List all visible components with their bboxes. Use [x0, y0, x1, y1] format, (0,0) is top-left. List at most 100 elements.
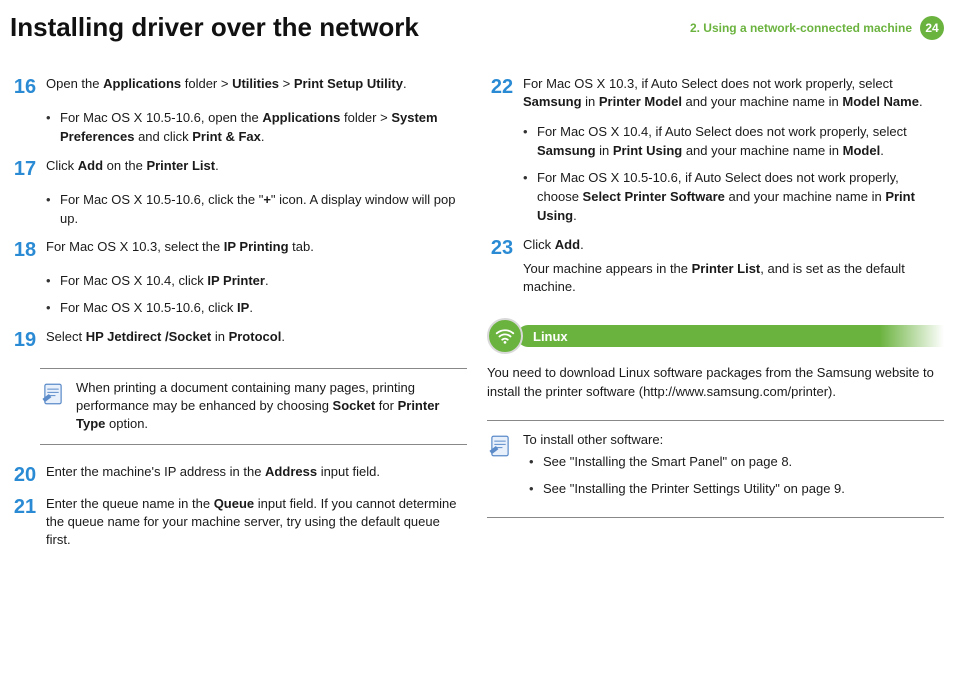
bold: Samsung — [523, 94, 582, 109]
bold: Queue — [214, 496, 254, 511]
text: For Mac OS X 10.3, select the — [46, 239, 224, 254]
step-18-sub: For Mac OS X 10.4, click IP Printer. For… — [40, 266, 467, 318]
bold: Print & Fax — [192, 129, 261, 144]
list-item: For Mac OS X 10.5-10.6, if Auto Select d… — [523, 169, 944, 226]
text: Select — [46, 329, 86, 344]
bold: Model Name — [842, 94, 919, 109]
bold: + — [263, 192, 271, 207]
text: Click — [523, 237, 555, 252]
bold: Address — [265, 464, 317, 479]
step-number: 23 — [487, 236, 517, 297]
step-number: 17 — [10, 157, 40, 179]
text: . — [215, 158, 219, 173]
step-body: For Mac OS X 10.3, if Auto Select does n… — [523, 75, 944, 111]
text: option. — [105, 416, 148, 431]
list-item: For Mac OS X 10.4, if Auto Select does n… — [523, 123, 944, 161]
section-header-linux: Linux — [487, 318, 944, 354]
bold: Applications — [103, 76, 181, 91]
list-item: For Mac OS X 10.4, click IP Printer. — [46, 272, 467, 291]
step-16-sub: For Mac OS X 10.5-10.6, open the Applica… — [40, 103, 467, 147]
note-box: When printing a document containing many… — [40, 368, 467, 445]
note-icon — [487, 433, 513, 459]
text: . — [261, 129, 265, 144]
text: in — [582, 94, 599, 109]
step-22-sub: For Mac OS X 10.4, if Auto Select does n… — [517, 117, 944, 225]
note-icon — [40, 381, 66, 407]
list-item: See "Installing the Printer Settings Uti… — [529, 480, 845, 499]
bold: Add — [78, 158, 103, 173]
step-body: Click Add on the Printer List. — [46, 157, 467, 179]
step-body: Click Add. Your machine appears in the P… — [523, 236, 944, 297]
step-number: 19 — [10, 328, 40, 350]
step-21: 21 Enter the queue name in the Queue inp… — [10, 495, 467, 550]
bold: Samsung — [537, 143, 596, 158]
note-box: To install other software: See "Installi… — [487, 420, 944, 518]
page-title: Installing driver over the network — [10, 12, 419, 43]
step-16: 16 Open the Applications folder > Utilit… — [10, 75, 467, 97]
step-18: 18 For Mac OS X 10.3, select the IP Prin… — [10, 238, 467, 260]
text: For Mac OS X 10.5-10.6, click — [60, 300, 237, 315]
text: For Mac OS X 10.4, click — [60, 273, 207, 288]
bold: IP Printing — [224, 239, 289, 254]
text: For Mac OS X 10.3, if Auto Select does n… — [523, 76, 893, 91]
step-number: 21 — [10, 495, 40, 550]
text: folder > — [340, 110, 391, 125]
text: for — [375, 398, 397, 413]
step-number: 22 — [487, 75, 517, 111]
list-item: For Mac OS X 10.5-10.6, click IP. — [46, 299, 467, 318]
bold: Printer Model — [599, 94, 682, 109]
list-item: See "Installing the Smart Panel" on page… — [529, 453, 845, 472]
note-text: When printing a document containing many… — [76, 379, 463, 434]
step-17-sub: For Mac OS X 10.5-10.6, click the "+" ic… — [40, 185, 467, 229]
text: in — [211, 329, 228, 344]
bold: Select Printer Software — [583, 189, 725, 204]
page-header: Installing driver over the network 2. Us… — [0, 0, 954, 57]
text: . — [403, 76, 407, 91]
bold: Printer List — [146, 158, 215, 173]
title-wrap: Installing driver over the network — [10, 8, 427, 47]
text: input field. — [317, 464, 380, 479]
left-column: 16 Open the Applications folder > Utilit… — [10, 65, 467, 555]
step-number: 18 — [10, 238, 40, 260]
content-columns: 16 Open the Applications folder > Utilit… — [0, 57, 954, 555]
bold: HP Jetdirect /Socket — [86, 329, 211, 344]
text: Enter the queue name in the — [46, 496, 214, 511]
step-22: 22 For Mac OS X 10.3, if Auto Select doe… — [487, 75, 944, 111]
text: Click — [46, 158, 78, 173]
step-17: 17 Click Add on the Printer List. — [10, 157, 467, 179]
bold: Print Using — [613, 143, 682, 158]
step-body: Open the Applications folder > Utilities… — [46, 75, 467, 97]
bold: Print Setup Utility — [294, 76, 403, 91]
bold: Protocol — [229, 329, 282, 344]
step-body: Enter the queue name in the Queue input … — [46, 495, 467, 550]
text: and your machine name in — [682, 94, 842, 109]
right-column: 22 For Mac OS X 10.3, if Auto Select doe… — [487, 65, 944, 555]
step-number: 20 — [10, 463, 40, 485]
text: For Mac OS X 10.5-10.6, open the — [60, 110, 262, 125]
text: For Mac OS X 10.4, if Auto Select does n… — [537, 124, 907, 139]
text: and your machine name in — [682, 143, 842, 158]
bold: Printer List — [692, 261, 761, 276]
bold: Utilities — [232, 76, 279, 91]
bold: IP — [237, 300, 249, 315]
chapter-label: 2. Using a network-connected machine — [690, 21, 912, 35]
step-body: Enter the machine's IP address in the Ad… — [46, 463, 467, 485]
text: > — [279, 76, 294, 91]
text: and your machine name in — [725, 189, 885, 204]
text: tab. — [289, 239, 314, 254]
step-20: 20 Enter the machine's IP address in the… — [10, 463, 467, 485]
linux-intro: You need to download Linux software pack… — [487, 364, 944, 402]
text: . — [249, 300, 253, 315]
list-item: For Mac OS X 10.5-10.6, click the "+" ic… — [46, 191, 467, 229]
bold: Socket — [333, 398, 376, 413]
bold: Model — [843, 143, 881, 158]
text: Your machine appears in the — [523, 261, 692, 276]
bold: Add — [555, 237, 580, 252]
text: . — [919, 94, 923, 109]
header-right: 2. Using a network-connected machine 24 — [690, 16, 944, 40]
step-19: 19 Select HP Jetdirect /Socket in Protoc… — [10, 328, 467, 350]
text: and click — [134, 129, 192, 144]
text: folder > — [181, 76, 232, 91]
text: on the — [103, 158, 146, 173]
section-title: Linux — [517, 325, 944, 347]
